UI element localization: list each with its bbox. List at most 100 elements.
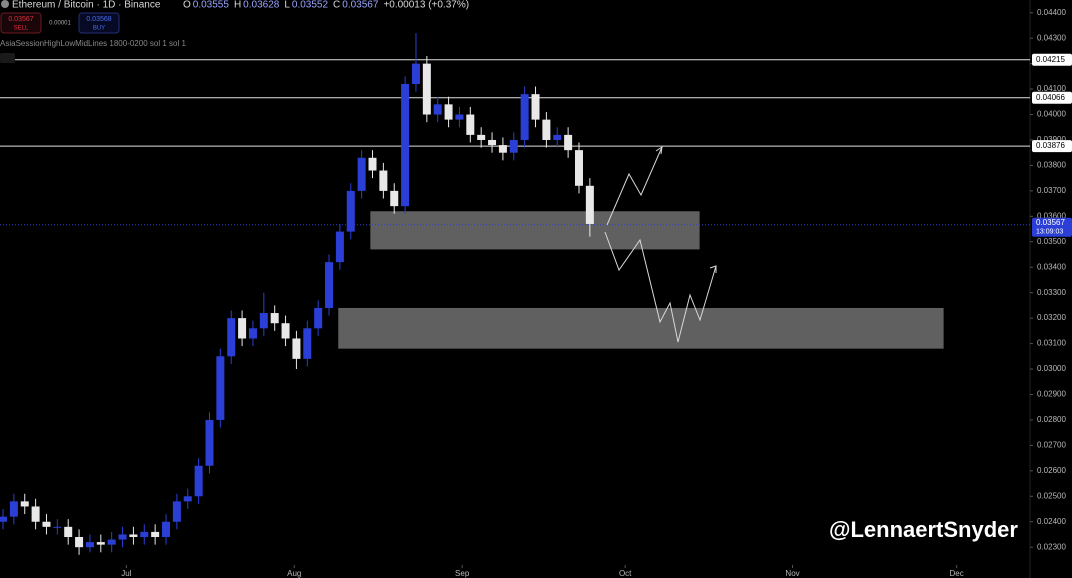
candle-body <box>140 531 149 538</box>
header: Ethereum / Bitcoin · 1D · Binance 0.0356… <box>0 0 1018 542</box>
candle-body <box>227 318 236 357</box>
y-tick-label: 0.03800 <box>1037 161 1066 170</box>
candle-body <box>270 313 279 324</box>
collapse-button[interactable] <box>0 53 15 63</box>
x-tick-label: Sep <box>455 569 470 578</box>
countdown: 13:09:03 <box>1036 229 1063 236</box>
candle-body <box>368 157 377 171</box>
candle-body <box>314 307 323 329</box>
level-label: 0.04215 <box>1036 55 1065 64</box>
last-price-label: 0.03567 <box>1036 218 1065 227</box>
candle-body <box>498 145 507 153</box>
y-tick-label: 0.03700 <box>1037 186 1066 195</box>
x-tick-label: Nov <box>785 569 799 578</box>
candle-body <box>488 139 497 146</box>
y-tick-label: 0.03900 <box>1037 135 1066 144</box>
candle-body <box>379 170 388 191</box>
buy-label: BUY <box>93 26 105 32</box>
projection-path <box>604 231 717 343</box>
plot <box>0 33 1030 555</box>
candle-body <box>9 501 18 517</box>
candle-body <box>477 134 486 140</box>
readout-value: 0.03555 <box>193 0 230 11</box>
level-label: 0.03876 <box>1036 141 1065 150</box>
y-tick-label: 0.03400 <box>1037 262 1066 271</box>
candle-body <box>129 534 138 538</box>
candle-body <box>390 190 399 207</box>
candle-body <box>183 496 192 502</box>
level-tag <box>1032 53 1072 66</box>
readout-value: 0.03628 <box>243 0 280 11</box>
y-tick-label: 0.03100 <box>1037 339 1066 348</box>
candle-body <box>96 542 105 545</box>
watermark: @LennaertSnyder <box>829 517 1018 542</box>
y-tick-label: 0.02700 <box>1037 440 1066 449</box>
candle-body <box>0 516 7 522</box>
candle-body <box>118 534 127 540</box>
y-tick-label: 0.02600 <box>1037 466 1066 475</box>
y-tick-label: 0.02400 <box>1037 517 1066 526</box>
candle-body <box>346 190 355 232</box>
arrow-head <box>655 145 663 155</box>
candle-body <box>509 139 518 153</box>
readout-label: C <box>333 0 340 11</box>
candle-body <box>42 521 51 527</box>
y-tick-label: 0.04000 <box>1037 110 1066 119</box>
candle-body <box>411 63 420 84</box>
buy-price: 0.03568 <box>86 16 111 23</box>
candle-body <box>216 356 225 420</box>
level-tag <box>1032 91 1072 104</box>
zone <box>338 307 944 349</box>
y-tick-label: 0.03300 <box>1037 288 1066 297</box>
x-tick-label: Dec <box>950 569 964 578</box>
candle-body <box>205 419 214 466</box>
candle-body <box>564 134 573 151</box>
candle-body <box>107 539 116 545</box>
level-label: 0.04066 <box>1036 93 1065 102</box>
level-tag <box>1032 140 1072 153</box>
candle-body <box>75 537 84 548</box>
candle-body <box>585 185 594 224</box>
y-tick-label: 0.03200 <box>1037 313 1066 322</box>
sell-button[interactable] <box>0 12 42 34</box>
y-tick-label: 0.03600 <box>1037 211 1066 220</box>
candle-body <box>194 465 203 497</box>
candle-body <box>531 94 540 120</box>
candle-body <box>238 318 247 339</box>
projection-path <box>606 146 663 226</box>
x-tick-label: Aug <box>287 569 301 578</box>
y-tick-label: 0.04400 <box>1037 8 1066 17</box>
candle-body <box>444 104 453 120</box>
candle-body <box>553 134 562 140</box>
y-tick-label: 0.02500 <box>1037 491 1066 500</box>
candle-body <box>433 104 442 115</box>
y-tick-label: 0.04300 <box>1037 33 1066 42</box>
candle-body <box>53 526 62 528</box>
sell-price: 0.03567 <box>8 16 33 23</box>
candle-body <box>281 323 290 339</box>
x-tick-label: Jul <box>121 569 131 578</box>
candle-body <box>259 313 268 329</box>
zone <box>370 211 700 250</box>
candle-body <box>303 328 312 359</box>
candle-body <box>325 262 334 308</box>
candle-body <box>248 328 257 339</box>
symbol-title: Ethereum / Bitcoin · 1D · Binance <box>12 0 161 11</box>
candle-body <box>455 114 464 120</box>
spread: 0.00001 <box>49 21 71 27</box>
candle-body <box>292 338 301 359</box>
candle-body <box>401 83 410 207</box>
buy-button[interactable] <box>78 12 120 34</box>
candle-body <box>31 506 40 522</box>
y-tick-label: 0.04100 <box>1037 84 1066 93</box>
candle-body <box>520 94 529 140</box>
y-tick-label: 0.02800 <box>1037 415 1066 424</box>
y-tick-label: 0.03000 <box>1037 364 1066 373</box>
readout-value: 0.03567 <box>342 0 379 11</box>
projection <box>604 145 717 343</box>
indicator-label: AsiaSessionHighLowMidLines 1800-0200 sol… <box>0 39 186 48</box>
candle-body <box>574 150 583 186</box>
candle-body <box>20 501 29 507</box>
readout-label: O <box>183 0 191 11</box>
